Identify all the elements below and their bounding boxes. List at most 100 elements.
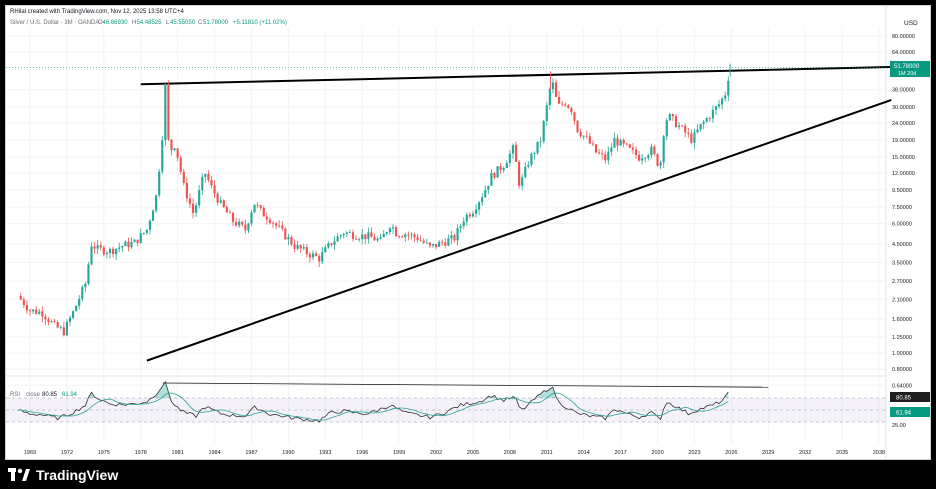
candle-body [410, 234, 413, 236]
candle-body [462, 221, 465, 226]
last-price-tag-bg [890, 61, 930, 77]
candle-body [179, 157, 182, 172]
time-tick-label: 1969 [24, 450, 36, 456]
candle-body [31, 309, 35, 312]
time-tick-label: 1981 [172, 450, 184, 456]
rsi-value-tag: 80.85 [896, 396, 912, 402]
price-tick-label: 2.10000 [892, 297, 912, 303]
candle-body [407, 234, 410, 236]
candle-body [659, 162, 662, 166]
candle-body [235, 221, 238, 226]
candle-body [493, 173, 496, 178]
candle-body [222, 200, 225, 207]
time-tick-label: 1996 [356, 450, 368, 456]
candle-body [607, 151, 610, 161]
candle-body [96, 245, 99, 249]
price-tick-label: 64.00000 [892, 50, 915, 56]
candle-body [665, 120, 668, 137]
candle-body [278, 225, 281, 227]
candle-body [561, 103, 564, 105]
rsi-tick-label: 25.00 [892, 423, 906, 429]
candle-body [188, 198, 192, 204]
price-tick-label: 4.50000 [892, 242, 912, 248]
candle-body [50, 321, 53, 323]
last-price-value: 51.78000 [894, 64, 920, 70]
candle-body [318, 255, 321, 262]
candle-body [511, 145, 515, 154]
rsi-ma-tag: 61.94 [896, 411, 912, 417]
candle-body [44, 316, 47, 320]
candle-body [118, 247, 121, 249]
candle-body [708, 118, 711, 120]
candle-body [585, 135, 588, 137]
candle-body [616, 138, 619, 146]
candle-body [478, 202, 481, 210]
candle-body [394, 227, 398, 237]
rsi-ma-tag-bg [890, 407, 930, 417]
price-tick-label: 19.00000 [892, 138, 915, 144]
candle-body [333, 241, 336, 245]
price-tick-label: 38.00000 [892, 88, 915, 94]
time-tick-label: 2023 [688, 450, 700, 456]
candle-body [536, 141, 539, 154]
candle-body [724, 95, 727, 99]
rsi-legend: RSI close 80.85 61.94 [10, 392, 78, 398]
candle-body [634, 149, 638, 155]
trendlines[interactable] [140, 66, 892, 388]
candle-body [324, 247, 327, 253]
time-tick-label: 1987 [245, 450, 257, 456]
candle-body [296, 245, 299, 249]
time-tick-label: 2002 [430, 450, 442, 456]
candle-body [84, 283, 87, 288]
candle-body [727, 80, 730, 96]
candle-body [155, 195, 158, 211]
candle-body [413, 234, 416, 238]
price-tick-label: 3.50000 [892, 260, 912, 266]
candle-body [641, 158, 644, 161]
close-label: C [198, 20, 203, 26]
candle-body [570, 108, 573, 113]
candle-body [339, 235, 342, 237]
candle-body [530, 153, 533, 165]
currency-label[interactable]: USD [904, 20, 918, 27]
candle-body [99, 245, 102, 248]
candle-body [647, 155, 650, 159]
time-tick-label: 2017 [614, 450, 626, 456]
candle-body [62, 327, 65, 336]
candle-body [25, 305, 29, 311]
candle-body [19, 295, 22, 300]
time-axis: 1969 1972 1975 1978 1981 1984 1987 1990 1993 1996… [24, 450, 885, 456]
price-chart[interactable]: 80.00000 64.00000 38.00000 30.00000 24.00000… [6, 6, 931, 460]
price-tick-label: 1.00000 [892, 351, 912, 357]
candle-body [459, 225, 462, 229]
candle-body [81, 287, 84, 299]
candle-body [453, 235, 456, 241]
candle-body [127, 241, 130, 248]
time-tick-label: 2032 [799, 450, 811, 456]
candle-body [136, 239, 139, 244]
candle-body [342, 233, 345, 236]
candle-body [401, 236, 404, 238]
candle-body [314, 253, 318, 256]
candle-body [579, 132, 582, 137]
candle-body [265, 216, 268, 220]
candle-body [564, 104, 567, 106]
candle-body [681, 125, 684, 127]
price-tick-label: 80.00000 [892, 34, 915, 40]
candle-body [336, 236, 339, 242]
candle-body [201, 176, 204, 191]
candle-body [41, 311, 44, 317]
candle-body [684, 125, 687, 133]
candle-body [551, 82, 555, 89]
candle-body [207, 173, 210, 181]
candle-body [558, 96, 561, 104]
candle-body [567, 105, 570, 109]
candle-body [93, 246, 96, 249]
candle-body [121, 246, 124, 248]
candle-body [308, 254, 312, 258]
brand[interactable]: TradingView [8, 467, 118, 483]
candle-body [268, 219, 272, 223]
candle-body [419, 240, 422, 241]
candle-body [542, 121, 545, 142]
